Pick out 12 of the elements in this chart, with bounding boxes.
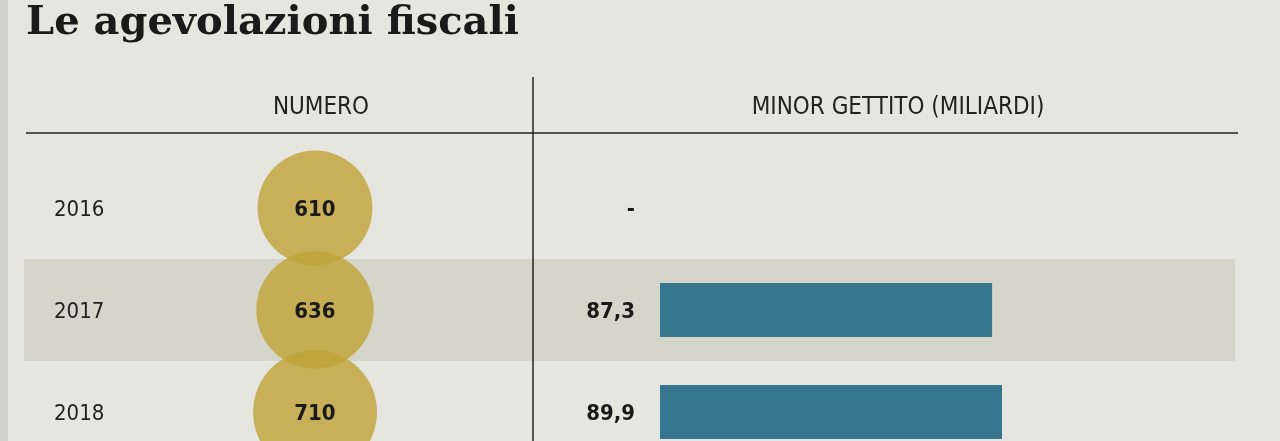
category-label: 2016 xyxy=(54,196,105,221)
data-label: 636 xyxy=(294,298,336,323)
text: NUMERO xyxy=(272,92,370,120)
data-label: 89,9 xyxy=(586,400,635,425)
text: - xyxy=(626,196,635,221)
text: Le agevolazioni fiscali xyxy=(26,0,519,43)
category-label: 2018 xyxy=(54,400,105,425)
category-label: 2017 xyxy=(54,298,105,323)
data-label: 610 xyxy=(294,196,336,221)
x-axis-title: MINOR GETTITO (MILIARDI) xyxy=(751,92,1045,120)
data-label: 710 xyxy=(294,400,336,425)
data-label: 87,3 xyxy=(586,298,635,323)
